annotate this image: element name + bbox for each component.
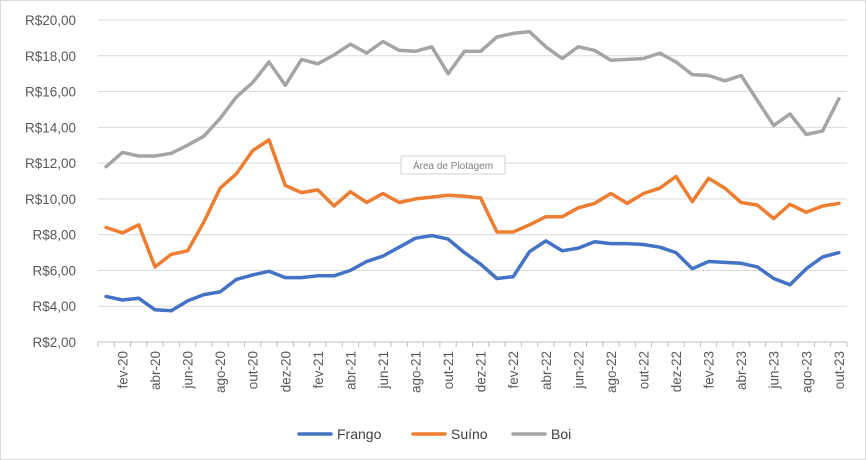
x-tick-label: abr-20 bbox=[148, 351, 163, 390]
series-line-boi bbox=[104, 29, 841, 169]
y-tick-label: R$4,00 bbox=[32, 299, 76, 314]
series-line-suno bbox=[104, 138, 841, 269]
x-tick-label: ago-23 bbox=[799, 351, 814, 393]
y-tick-label: R$16,00 bbox=[25, 85, 76, 100]
y-tick-label: R$6,00 bbox=[32, 263, 76, 278]
y-tick-label: R$18,00 bbox=[25, 49, 76, 64]
tooltip-box bbox=[400, 155, 506, 175]
x-tick-label: fev-21 bbox=[311, 351, 326, 389]
x-tick-label: abr-22 bbox=[539, 351, 554, 390]
x-tick-label: fev-20 bbox=[115, 351, 130, 389]
x-tick-label: abr-23 bbox=[734, 351, 749, 390]
x-tick-label: fev-23 bbox=[702, 351, 717, 389]
x-tick-label: dez-22 bbox=[669, 351, 684, 392]
x-tick-label: out-22 bbox=[636, 351, 651, 389]
y-tick-label: R$8,00 bbox=[32, 228, 76, 243]
x-tick-label: jun-23 bbox=[767, 351, 782, 390]
legend-label: Suíno bbox=[451, 426, 488, 442]
x-tick-label: jun-22 bbox=[571, 351, 586, 390]
axes: R$2,00 R$4,00 R$6,00 R$8,00 R$10,00 R$12,00 R$… bbox=[25, 13, 848, 393]
y-tick-label: R$20,00 bbox=[25, 13, 76, 28]
y-tick-label: R$10,00 bbox=[25, 192, 76, 207]
x-tick-label: ago-22 bbox=[604, 351, 619, 393]
x-tick-label: out-20 bbox=[246, 351, 261, 389]
x-tick-label: out-23 bbox=[832, 351, 847, 389]
x-tick-label: dez-21 bbox=[474, 351, 489, 392]
plot-area-tooltip: Área de Plotagem bbox=[400, 155, 506, 175]
y-tick-label: R$12,00 bbox=[25, 156, 76, 171]
series-lines bbox=[104, 29, 841, 313]
x-tick-label: ago-20 bbox=[213, 351, 228, 393]
x-tick-label: jun-20 bbox=[181, 351, 196, 390]
x-tick-label: ago-21 bbox=[409, 351, 424, 393]
legend: Frango Suíno Boi bbox=[297, 426, 571, 442]
y-tick-label: R$14,00 bbox=[25, 120, 76, 135]
x-tick-label: dez-20 bbox=[278, 351, 293, 392]
x-tick-label: fev-22 bbox=[506, 351, 521, 389]
x-tick-label: abr-21 bbox=[343, 351, 358, 390]
y-tick-label: R$2,00 bbox=[32, 335, 76, 350]
tooltip-text: Área de Plotagem bbox=[413, 159, 493, 172]
legend-label: Frango bbox=[337, 426, 382, 442]
x-tick-label: out-21 bbox=[441, 351, 456, 389]
x-tick-label: jun-21 bbox=[376, 351, 391, 390]
legend-label: Boi bbox=[551, 426, 571, 442]
series-line-frango bbox=[104, 233, 841, 313]
